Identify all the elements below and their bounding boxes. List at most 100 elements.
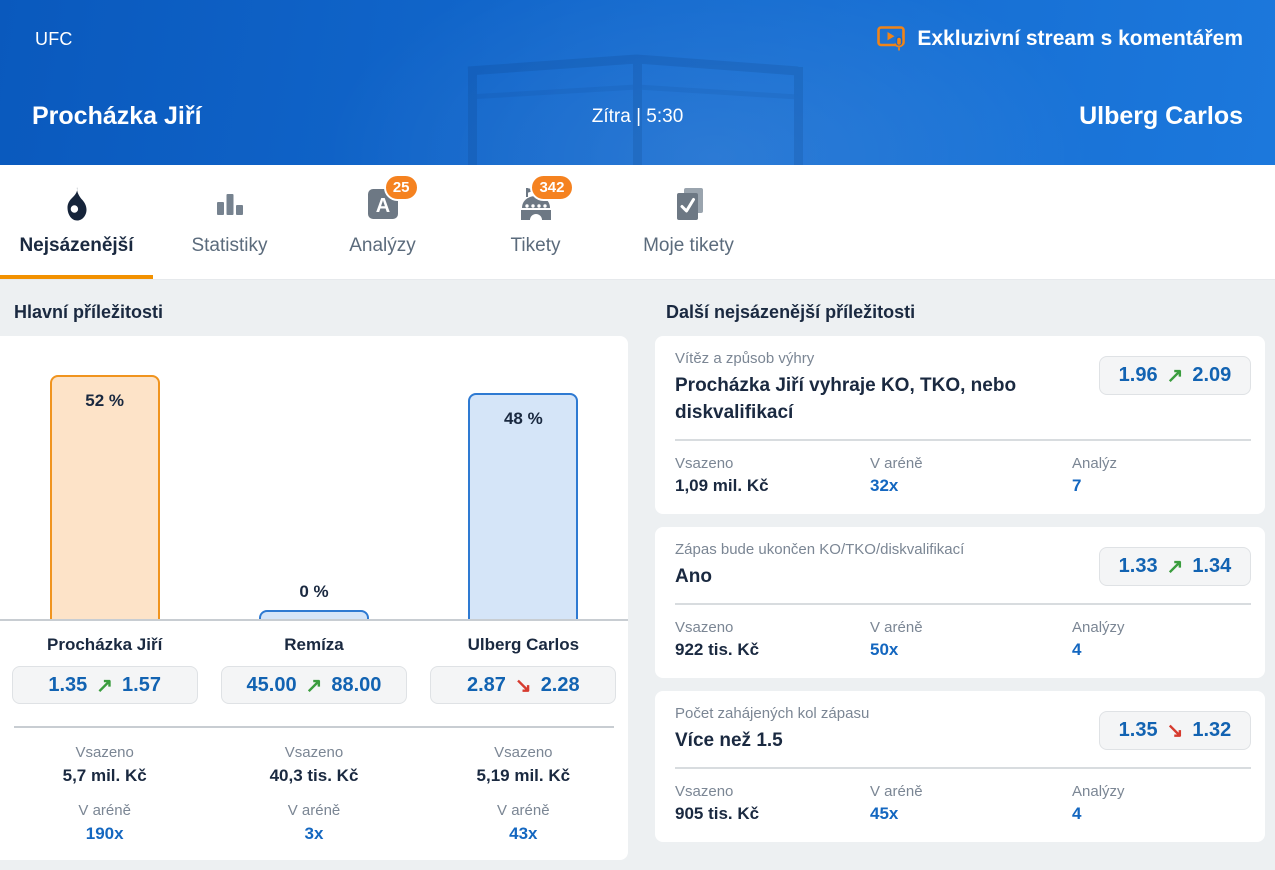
my-tickets-icon	[676, 188, 703, 220]
odds-current-value: 1.57	[122, 673, 161, 696]
selection-text: Ano	[675, 566, 712, 587]
bar-away	[468, 393, 579, 619]
match-tab-bar: Nejsázenější Statistiky A 25 Analýzy	[0, 165, 1275, 280]
opportunity-card-winner-method[interactable]: Vítěz a způsob výhry Procházka Jiří vyhr…	[655, 336, 1265, 514]
market-name: Vítěz a způsob výhry	[675, 350, 815, 367]
tab-badge-analyzy-count: 25	[383, 174, 419, 201]
arena-value: 50x	[870, 640, 899, 659]
other-opportunities-title: Další nejsázenější příležitosti	[666, 302, 916, 322]
odds-button-draw[interactable]: 45.00 ↗ 88.00	[220, 666, 407, 704]
analyses-value: 4	[1072, 804, 1082, 823]
bar-percent-label-away: 48 %	[503, 409, 543, 428]
arena-value-draw: 3x	[304, 824, 324, 843]
main-opportunities-title: Hlavní příležitosti	[14, 302, 164, 322]
trend-arrow-icon: ↘	[514, 674, 532, 697]
league-name: UFC	[35, 28, 73, 49]
staked-value-draw: 40,3 tis. Kč	[269, 766, 359, 785]
arena-label: V aréně	[870, 783, 923, 800]
odds-open-value: 1.96	[1118, 364, 1158, 386]
analyses-label: Analýz	[1072, 455, 1118, 472]
odds-current-value: 2.09	[1192, 364, 1232, 386]
odds-percent-bar-chart: 52 % 0 % 48 %	[0, 336, 628, 621]
arena-value-away: 43x	[509, 824, 538, 843]
staked-label: Vsazeno	[675, 455, 734, 472]
tab-label-analyzy: Analýzy	[349, 235, 416, 256]
main-odds-row: 1.35 ↗ 1.57 45.00 ↗ 88.00 2.87 ↘ 2.28	[0, 666, 628, 704]
odds-button[interactable]: 1.33 ↗ 1.34	[1099, 547, 1251, 586]
selection-names-row: Procházka Jiří Remíza Ulberg Carlos	[0, 635, 628, 655]
main-content: Hlavní příležitosti 52 % 0 % 48 % Prochá…	[0, 280, 1275, 860]
staked-stat: Vsazeno 922 tis. Kč	[675, 605, 870, 660]
trend-arrow-icon: ↗	[305, 674, 323, 697]
analyses-label: Analýzy	[1072, 619, 1125, 636]
analyses-label: Analýzy	[1072, 783, 1125, 800]
opportunity-card-rounds-started[interactable]: Počet zahájených kol zápasu Více než 1.5…	[655, 691, 1265, 842]
odds-button[interactable]: 1.35 ↘ 1.32	[1099, 711, 1251, 750]
tab-label-moje-tikety: Moje tikety	[643, 235, 734, 256]
tab-nejsazenejsi[interactable]: Nejsázenější	[0, 165, 153, 279]
card-stats-row: Vsazeno 1,09 mil. Kč V aréně 32x Analýz …	[675, 441, 1251, 496]
odds-current-value: 1.34	[1192, 555, 1232, 577]
arena-value: 32x	[870, 476, 899, 495]
staked-label: Vsazeno	[675, 783, 734, 800]
chart-column-home: 52 %	[0, 336, 209, 619]
trend-arrow-icon: ↗	[96, 674, 114, 697]
staked-stat: Vsazeno 5,19 mil. Kč	[419, 728, 628, 786]
staked-label: Vsazeno	[284, 744, 344, 761]
chart-column-away: 48 %	[419, 336, 628, 619]
tab-badge-tikety-count: 342	[530, 174, 574, 201]
tab-tikety[interactable]: 342 Tikety	[459, 165, 612, 279]
arena-stats-row: V aréně 190x V aréně 3x V aréně 43x	[0, 786, 628, 844]
odds-open-value: 45.00	[246, 673, 297, 696]
tab-label-nejsazenejsi: Nejsázenější	[19, 235, 134, 256]
arena-label: V aréně	[497, 802, 550, 819]
staked-label: Vsazeno	[494, 744, 553, 761]
flame-icon	[67, 187, 86, 221]
arena-label: V aréně	[78, 802, 131, 819]
staked-stat: Vsazeno 905 tis. Kč	[675, 769, 870, 824]
card-divider	[675, 439, 1251, 441]
card-stats-row: Vsazeno 905 tis. Kč V aréně 45x Analýzy …	[675, 769, 1251, 824]
match-start-time: Zítra | 5:30	[591, 105, 684, 127]
card-divider	[675, 603, 1251, 605]
staked-value-away: 5,19 mil. Kč	[476, 766, 571, 785]
opportunity-card-finish-method[interactable]: Zápas bude ukončen KO/TKO/diskvalifikací…	[655, 527, 1265, 678]
selection-name-draw: Remíza	[284, 635, 344, 654]
bar-percent-label-home: 52 %	[85, 391, 125, 410]
analyses-value: 7	[1072, 476, 1082, 495]
svg-text:A: A	[375, 195, 389, 217]
arena-stat: V aréně 190x	[0, 786, 209, 844]
stream-banner-label: Exkluzivní stream s komentářem	[917, 27, 1243, 50]
tab-moje-tikety[interactable]: Moje tikety	[612, 165, 765, 279]
tab-statistiky[interactable]: Statistiky	[153, 165, 306, 279]
main-opportunities-card: 52 % 0 % 48 % Procházka Jiří Remíza Ulbe…	[0, 336, 628, 860]
bar-percent-label-draw: 0 %	[299, 582, 329, 601]
trend-arrow-icon: ↗	[1166, 556, 1184, 578]
staked-stats-row: Vsazeno 5,7 mil. Kč Vsazeno 40,3 tis. Kč…	[0, 728, 628, 786]
chart-column-draw: 0 %	[209, 336, 418, 619]
tab-label-statistiky: Statistiky	[191, 235, 268, 256]
selection-text: Více než 1.5	[675, 730, 783, 751]
away-team-name: Ulberg Carlos	[1079, 102, 1243, 130]
staked-value: 1,09 mil. Kč	[675, 476, 769, 495]
odds-current-value: 1.32	[1192, 719, 1232, 741]
stream-monitor-icon	[877, 26, 906, 51]
bar-draw	[258, 610, 369, 619]
staked-label: Vsazeno	[675, 619, 734, 636]
exclusive-stream-banner[interactable]: Exkluzivní stream s komentářem	[877, 26, 1243, 52]
odds-open-value: 1.33	[1118, 555, 1158, 577]
analyses-value: 4	[1072, 640, 1082, 659]
other-opportunities-panel: Další nejsázenější příležitosti Vítěz a …	[655, 280, 1265, 842]
arena-label: V aréně	[287, 802, 341, 819]
odds-button[interactable]: 1.96 ↗ 2.09	[1099, 356, 1251, 395]
staked-label: Vsazeno	[75, 744, 134, 761]
odds-button-away[interactable]: 2.87 ↘ 2.28	[430, 666, 617, 704]
odds-open-value: 1.35	[1118, 719, 1158, 741]
arena-stat: V aréně 45x	[870, 769, 1072, 824]
tab-analyzy[interactable]: A 25 Analýzy	[306, 165, 459, 279]
odds-button-home[interactable]: 1.35 ↗ 1.57	[11, 666, 198, 704]
analyses-stat: Analýzy 4	[1072, 769, 1251, 824]
selection-text: Procházka Jiří vyhraje KO, TKO, nebo dis…	[675, 375, 1017, 423]
trend-arrow-icon: ↘	[1166, 720, 1184, 742]
tab-label-tikety: Tikety	[510, 235, 561, 256]
